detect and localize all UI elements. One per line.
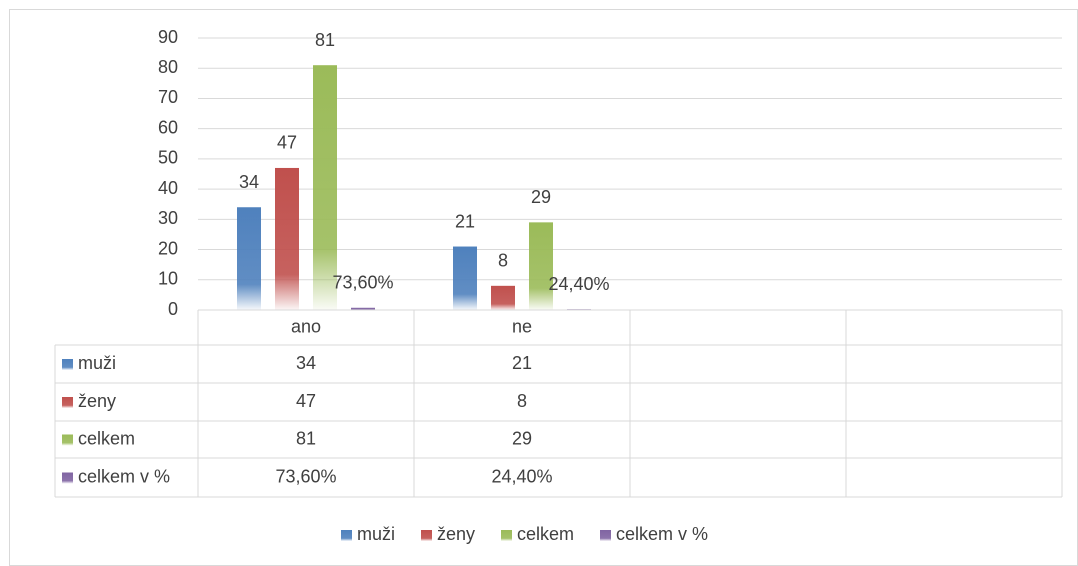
y-tick-label: 90: [158, 27, 178, 47]
x-tick-label: ne: [512, 316, 532, 336]
x-tick-label: ano: [291, 316, 321, 336]
table-legend-key: [62, 472, 73, 484]
legend-label: celkem: [517, 524, 574, 544]
data-label: 47: [277, 133, 297, 153]
table-cell: 81: [296, 428, 316, 448]
table-row-label: ženy: [78, 391, 116, 411]
table-legend-key: [62, 434, 73, 446]
y-tick-label: 80: [158, 57, 178, 77]
data-label: 29: [531, 187, 551, 207]
bar: [453, 246, 477, 310]
bar: [491, 285, 515, 310]
table-cell: 21: [512, 353, 532, 373]
y-tick-label: 20: [158, 238, 178, 258]
table-cell: 8: [517, 391, 527, 411]
bar: [237, 207, 261, 310]
legend-label: muži: [357, 524, 395, 544]
table-row-label: celkem v %: [78, 466, 170, 486]
table-legend-key: [62, 359, 73, 370]
table-cell: 34: [296, 353, 316, 373]
y-tick-label: 30: [158, 208, 178, 228]
data-label: 24,40%: [548, 274, 609, 294]
table-row-label: muži: [78, 353, 116, 373]
bar: [529, 222, 553, 310]
legend-label: celkem v %: [616, 524, 708, 544]
data-label: 34: [239, 172, 259, 192]
legend-key: [501, 530, 512, 541]
y-tick-label: 50: [158, 148, 178, 168]
bar: [275, 167, 299, 310]
legend-key: [600, 530, 611, 541]
bar: [351, 307, 375, 310]
legend-key: [341, 530, 352, 541]
table-cell: 47: [296, 391, 316, 411]
y-tick-label: 0: [168, 299, 178, 319]
table-cell: 24,40%: [491, 466, 552, 486]
legend-label: ženy: [437, 524, 475, 544]
bar: [313, 65, 337, 310]
table-cell: 73,60%: [275, 466, 336, 486]
y-tick-label: 10: [158, 269, 178, 289]
table-cell: 29: [512, 428, 532, 448]
data-label: 73,60%: [332, 273, 393, 293]
y-tick-label: 40: [158, 178, 178, 198]
data-label: 21: [455, 211, 475, 231]
y-tick-label: 60: [158, 117, 178, 137]
y-tick-label: 70: [158, 87, 178, 107]
table-legend-key: [62, 397, 73, 408]
data-label: 81: [315, 30, 335, 50]
legend-key: [421, 530, 432, 541]
table-row-label: celkem: [78, 428, 135, 448]
data-label: 8: [498, 251, 508, 271]
